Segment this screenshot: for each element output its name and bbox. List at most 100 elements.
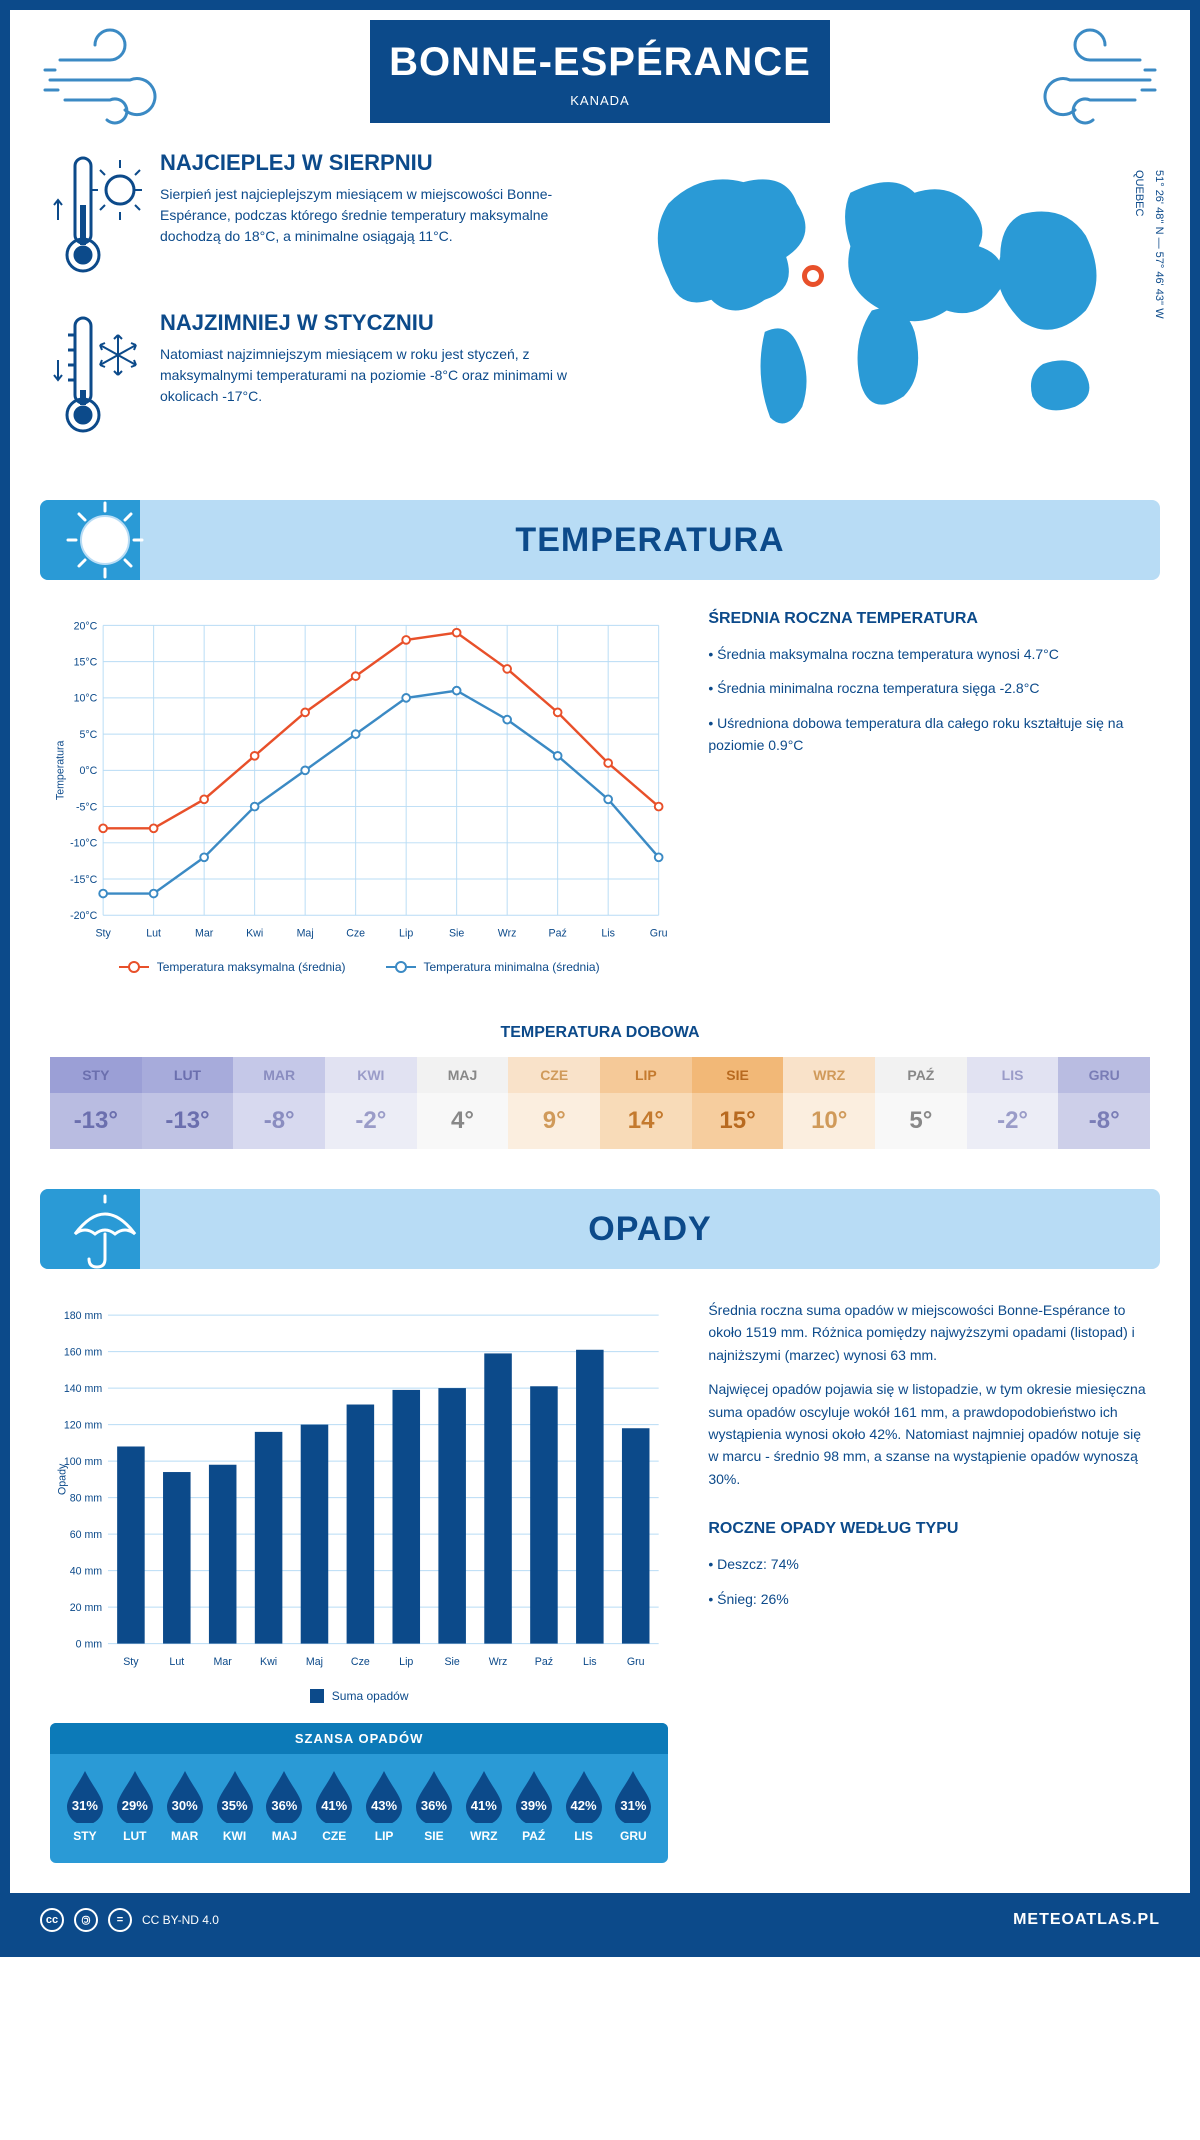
by-icon: 🄯 — [74, 1908, 98, 1932]
temp-side-1: • Średnia maksymalna roczna temperatura … — [708, 643, 1150, 665]
svg-text:40 mm: 40 mm — [70, 1565, 103, 1577]
city-title: BONNE-ESPÉRANCE — [370, 40, 830, 85]
svg-text:60 mm: 60 mm — [70, 1529, 103, 1541]
nd-icon: = — [108, 1908, 132, 1932]
svg-text:120 mm: 120 mm — [64, 1419, 102, 1431]
chance-item: 29% LUT — [110, 1769, 160, 1843]
chance-item: 31% GRU — [608, 1769, 658, 1843]
svg-text:160 mm: 160 mm — [64, 1346, 102, 1358]
svg-text:Lut: Lut — [146, 928, 161, 940]
svg-text:Mar: Mar — [195, 928, 214, 940]
chance-item: 36% SIE — [409, 1769, 459, 1843]
daily-cell: LIS -2° — [967, 1057, 1059, 1149]
daily-cell: GRU -8° — [1058, 1057, 1150, 1149]
precipitation-title: OPADY — [140, 1210, 1160, 1249]
coldest-text: Natomiast najzimniejszym miesiącem w rok… — [160, 344, 585, 407]
legend-min: Temperatura minimalna (średnia) — [386, 960, 600, 974]
daily-temp-table: STY -13° LUT -13° MAR -8° KWI -2° MAJ 4°… — [50, 1057, 1150, 1149]
raindrop-icon: 31% — [611, 1769, 655, 1823]
umbrella-icon — [60, 1184, 150, 1274]
raindrop-icon: 39% — [512, 1769, 556, 1823]
svg-text:-5°C: -5°C — [76, 801, 98, 813]
raindrop-icon: 35% — [213, 1769, 257, 1823]
footer: cc 🄯 = CC BY-ND 4.0 METEOATLAS.PL — [10, 1893, 1190, 1947]
daily-cell: CZE 9° — [508, 1057, 600, 1149]
svg-text:Sty: Sty — [123, 1656, 139, 1668]
world-map: QUEBEC 51° 26' 48'' N — 57° 46' 43'' W — [615, 150, 1150, 470]
cc-icon: cc — [40, 1908, 64, 1932]
warmest-block: NAJCIEPLEJ W SIERPNIU Sierpień jest najc… — [50, 150, 585, 285]
svg-text:Sty: Sty — [95, 928, 111, 940]
svg-text:Cze: Cze — [351, 1656, 370, 1668]
svg-text:Lut: Lut — [169, 1656, 184, 1668]
svg-text:100 mm: 100 mm — [64, 1456, 102, 1468]
precipitation-section-header: OPADY — [40, 1189, 1160, 1269]
svg-text:180 mm: 180 mm — [64, 1310, 102, 1322]
legend-max: Temperatura maksymalna (średnia) — [119, 960, 346, 974]
precipitation-bar-chart: 0 mm 20 mm 40 mm 60 mm 80 mm 100 mm 120 mm 140 … — [50, 1299, 668, 1679]
svg-text:Wrz: Wrz — [489, 1656, 508, 1668]
raindrop-icon: 42% — [562, 1769, 606, 1823]
wind-decor-left — [40, 20, 190, 130]
chance-title: SZANSA OPADÓW — [50, 1723, 668, 1754]
raindrop-icon: 41% — [462, 1769, 506, 1823]
daily-cell: WRZ 10° — [783, 1057, 875, 1149]
svg-text:10°C: 10°C — [74, 693, 98, 705]
svg-text:20 mm: 20 mm — [70, 1602, 103, 1614]
legend-precip: Suma opadów — [310, 1689, 409, 1703]
svg-text:140 mm: 140 mm — [64, 1383, 102, 1395]
svg-text:80 mm: 80 mm — [70, 1492, 103, 1504]
svg-text:0 mm: 0 mm — [76, 1638, 103, 1650]
daily-cell: MAR -8° — [233, 1057, 325, 1149]
svg-text:Mar: Mar — [214, 1656, 233, 1668]
site-label: METEOATLAS.PL — [1013, 1911, 1160, 1929]
daily-cell: SIE 15° — [692, 1057, 784, 1149]
precip-chance-box: SZANSA OPADÓW 31% STY 29% LUT 30% MAR 35… — [50, 1723, 668, 1863]
daily-cell: LIP 14° — [600, 1057, 692, 1149]
coldest-block: NAJZIMNIEJ W STYCZNIU Natomiast najzimni… — [50, 310, 585, 445]
temp-side-title: ŚREDNIA ROCZNA TEMPERATURA — [708, 610, 1150, 628]
thermometer-cold-icon — [50, 310, 145, 445]
svg-text:Gru: Gru — [650, 928, 668, 940]
svg-text:Cze: Cze — [346, 928, 365, 940]
chance-item: 31% STY — [60, 1769, 110, 1843]
chance-item: 36% MAJ — [259, 1769, 309, 1843]
chance-item: 43% LIP — [359, 1769, 409, 1843]
precip-side-2: Najwięcej opadów pojawia się w listopadz… — [708, 1378, 1150, 1490]
raindrop-icon: 36% — [412, 1769, 456, 1823]
thermometer-hot-icon — [50, 150, 145, 285]
svg-text:Paź: Paź — [535, 1656, 553, 1668]
header-banner: BONNE-ESPÉRANCE KANADA — [370, 20, 830, 123]
svg-text:-20°C: -20°C — [70, 910, 98, 922]
svg-text:Maj: Maj — [297, 928, 314, 940]
svg-text:5°C: 5°C — [80, 729, 98, 741]
license-label: CC BY-ND 4.0 — [142, 1913, 219, 1927]
daily-cell: KWI -2° — [325, 1057, 417, 1149]
raindrop-icon: 36% — [262, 1769, 306, 1823]
temperature-title: TEMPERATURA — [140, 521, 1160, 560]
daily-cell: PAŹ 5° — [875, 1057, 967, 1149]
raindrop-icon: 43% — [362, 1769, 406, 1823]
precip-type-1: • Deszcz: 74% — [708, 1553, 1150, 1575]
temp-side-3: • Uśredniona dobowa temperatura dla całe… — [708, 712, 1150, 757]
temperature-section-header: TEMPERATURA — [40, 500, 1160, 580]
svg-text:Paź: Paź — [549, 928, 567, 940]
svg-text:20°C: 20°C — [74, 620, 98, 632]
chance-item: 41% CZE — [309, 1769, 359, 1843]
daily-cell: MAJ 4° — [417, 1057, 509, 1149]
region-label: QUEBEC — [1133, 170, 1145, 216]
country-subtitle: KANADA — [370, 93, 830, 108]
svg-text:Maj: Maj — [306, 1656, 323, 1668]
svg-text:15°C: 15°C — [74, 657, 98, 669]
sun-icon — [60, 495, 150, 585]
svg-text:Opady: Opady — [56, 1463, 68, 1495]
svg-text:Wrz: Wrz — [498, 928, 517, 940]
warmest-text: Sierpień jest najcieplejszym miesiącem w… — [160, 184, 585, 247]
raindrop-icon: 41% — [312, 1769, 356, 1823]
raindrop-icon: 30% — [163, 1769, 207, 1823]
svg-text:0°C: 0°C — [80, 765, 98, 777]
svg-text:Lis: Lis — [601, 928, 615, 940]
chance-item: 35% KWI — [210, 1769, 260, 1843]
svg-text:-15°C: -15°C — [70, 874, 98, 886]
svg-text:Sie: Sie — [449, 928, 464, 940]
